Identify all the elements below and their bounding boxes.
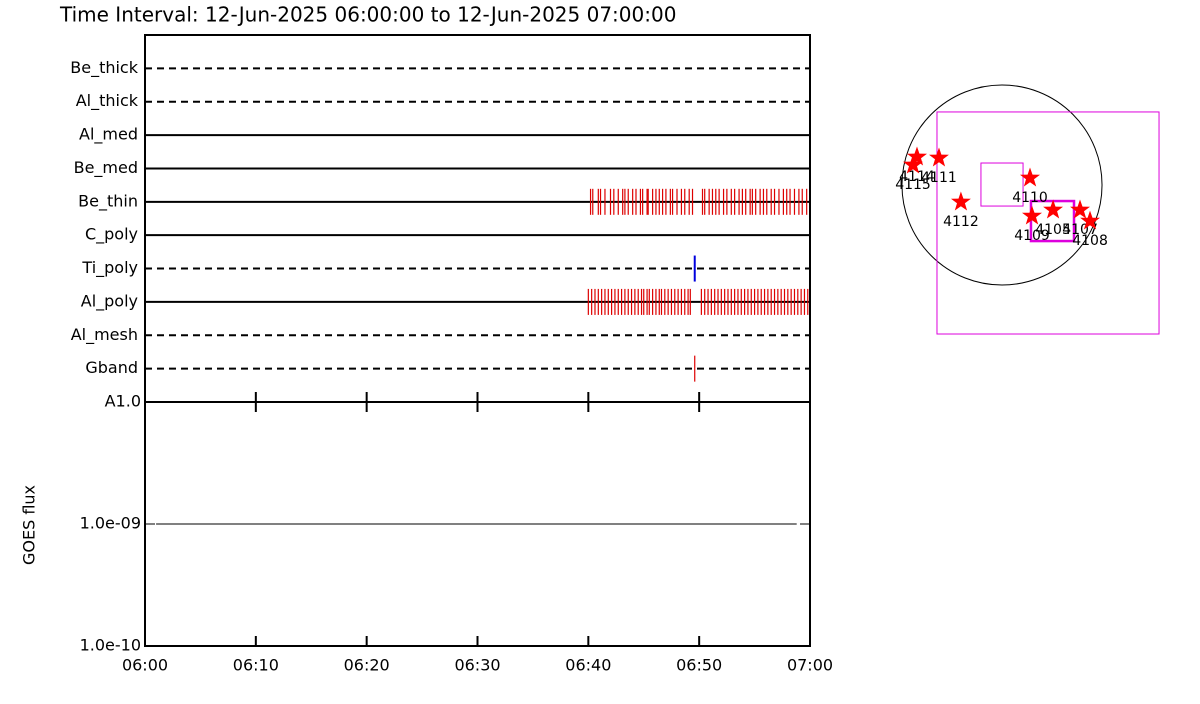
region-star — [1080, 210, 1100, 230]
region-star — [1020, 167, 1040, 187]
fov-box — [980, 162, 1024, 207]
y-tick-label: A1.0 — [105, 392, 141, 411]
channel-label: Ti_poly — [81, 258, 138, 278]
region-star — [929, 147, 949, 167]
channel-label: Gband — [85, 358, 138, 377]
region-label: 4108 — [1072, 233, 1108, 249]
x-tick-label: 06:30 — [454, 656, 500, 675]
region-label: 4105 — [1035, 222, 1071, 238]
fov-box — [1029, 199, 1076, 243]
channel-label: Be_thick — [70, 58, 138, 78]
channel-label: Al_thick — [76, 91, 139, 111]
x-tick-label: 06:50 — [676, 656, 722, 675]
region-star — [903, 154, 923, 174]
channel-label: Al_mesh — [71, 325, 138, 345]
x-tick-label: 07:00 — [787, 656, 833, 675]
y-tick-label: 1.0e-09 — [80, 514, 141, 533]
region-star — [1043, 199, 1063, 219]
timeline-frame — [144, 34, 811, 403]
region-label: 4111 — [921, 170, 957, 186]
channel-label: Al_poly — [81, 291, 138, 311]
region-label: 4109 — [1014, 228, 1050, 244]
region-star — [907, 146, 927, 166]
region-label: 4115 — [895, 177, 931, 193]
channel-label: Al_med — [79, 125, 138, 145]
channel-label: C_poly — [85, 225, 138, 245]
channel-label: Be_thin — [78, 191, 138, 211]
x-tick-label: 06:10 — [233, 656, 279, 675]
region-label: 4114 — [899, 169, 935, 185]
x-tick-label: 06:00 — [122, 656, 168, 675]
region-label: 4110 — [1012, 190, 1048, 206]
y-tick-label: 1.0e-10 — [80, 636, 141, 655]
region-star — [951, 191, 971, 211]
solar-limb — [901, 84, 1103, 286]
x-tick-label: 06:20 — [344, 656, 390, 675]
region-label: 4112 — [943, 214, 979, 230]
chart-title: Time Interval: 12-Jun-2025 06:00:00 to 1… — [59, 3, 676, 27]
y-axis-label: GOES flux — [20, 485, 39, 565]
region-star — [1022, 205, 1042, 225]
fov-box — [936, 111, 1160, 335]
channel-label: Be_med — [74, 158, 138, 178]
x-tick-label: 06:40 — [565, 656, 611, 675]
region-star — [1070, 199, 1090, 219]
